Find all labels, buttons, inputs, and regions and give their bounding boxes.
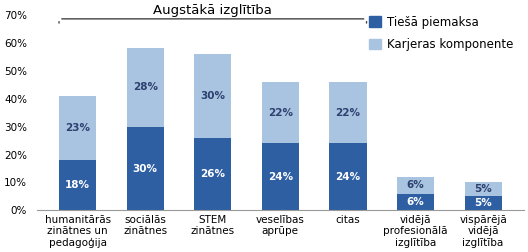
Text: 30%: 30%: [133, 164, 158, 174]
Text: 24%: 24%: [268, 172, 293, 182]
Text: 28%: 28%: [133, 82, 158, 92]
Bar: [127, 48, 164, 127]
Text: 6%: 6%: [407, 197, 425, 207]
Text: Augstākā izglītība: Augstākā izglītība: [153, 5, 272, 17]
Legend: Tiešā piemaksa, Karjeras komponente: Tiešā piemaksa, Karjeras komponente: [364, 11, 518, 56]
Bar: [194, 54, 231, 138]
Text: 22%: 22%: [268, 108, 293, 118]
Text: 24%: 24%: [335, 172, 361, 182]
Bar: [397, 194, 434, 210]
Bar: [465, 197, 502, 210]
Bar: [262, 143, 299, 210]
Text: 30%: 30%: [200, 91, 225, 101]
Text: 5%: 5%: [474, 199, 492, 208]
Bar: [397, 177, 434, 194]
Bar: [59, 160, 96, 210]
Bar: [127, 127, 164, 210]
Text: 23%: 23%: [65, 123, 90, 133]
Text: 26%: 26%: [200, 169, 225, 179]
Bar: [329, 143, 366, 210]
Bar: [59, 96, 96, 160]
Text: 22%: 22%: [335, 108, 361, 118]
Text: 6%: 6%: [407, 180, 425, 190]
Bar: [194, 138, 231, 210]
Bar: [329, 82, 366, 143]
Text: 18%: 18%: [65, 180, 90, 190]
Bar: [262, 82, 299, 143]
Text: 5%: 5%: [474, 184, 492, 195]
Bar: [465, 182, 502, 197]
